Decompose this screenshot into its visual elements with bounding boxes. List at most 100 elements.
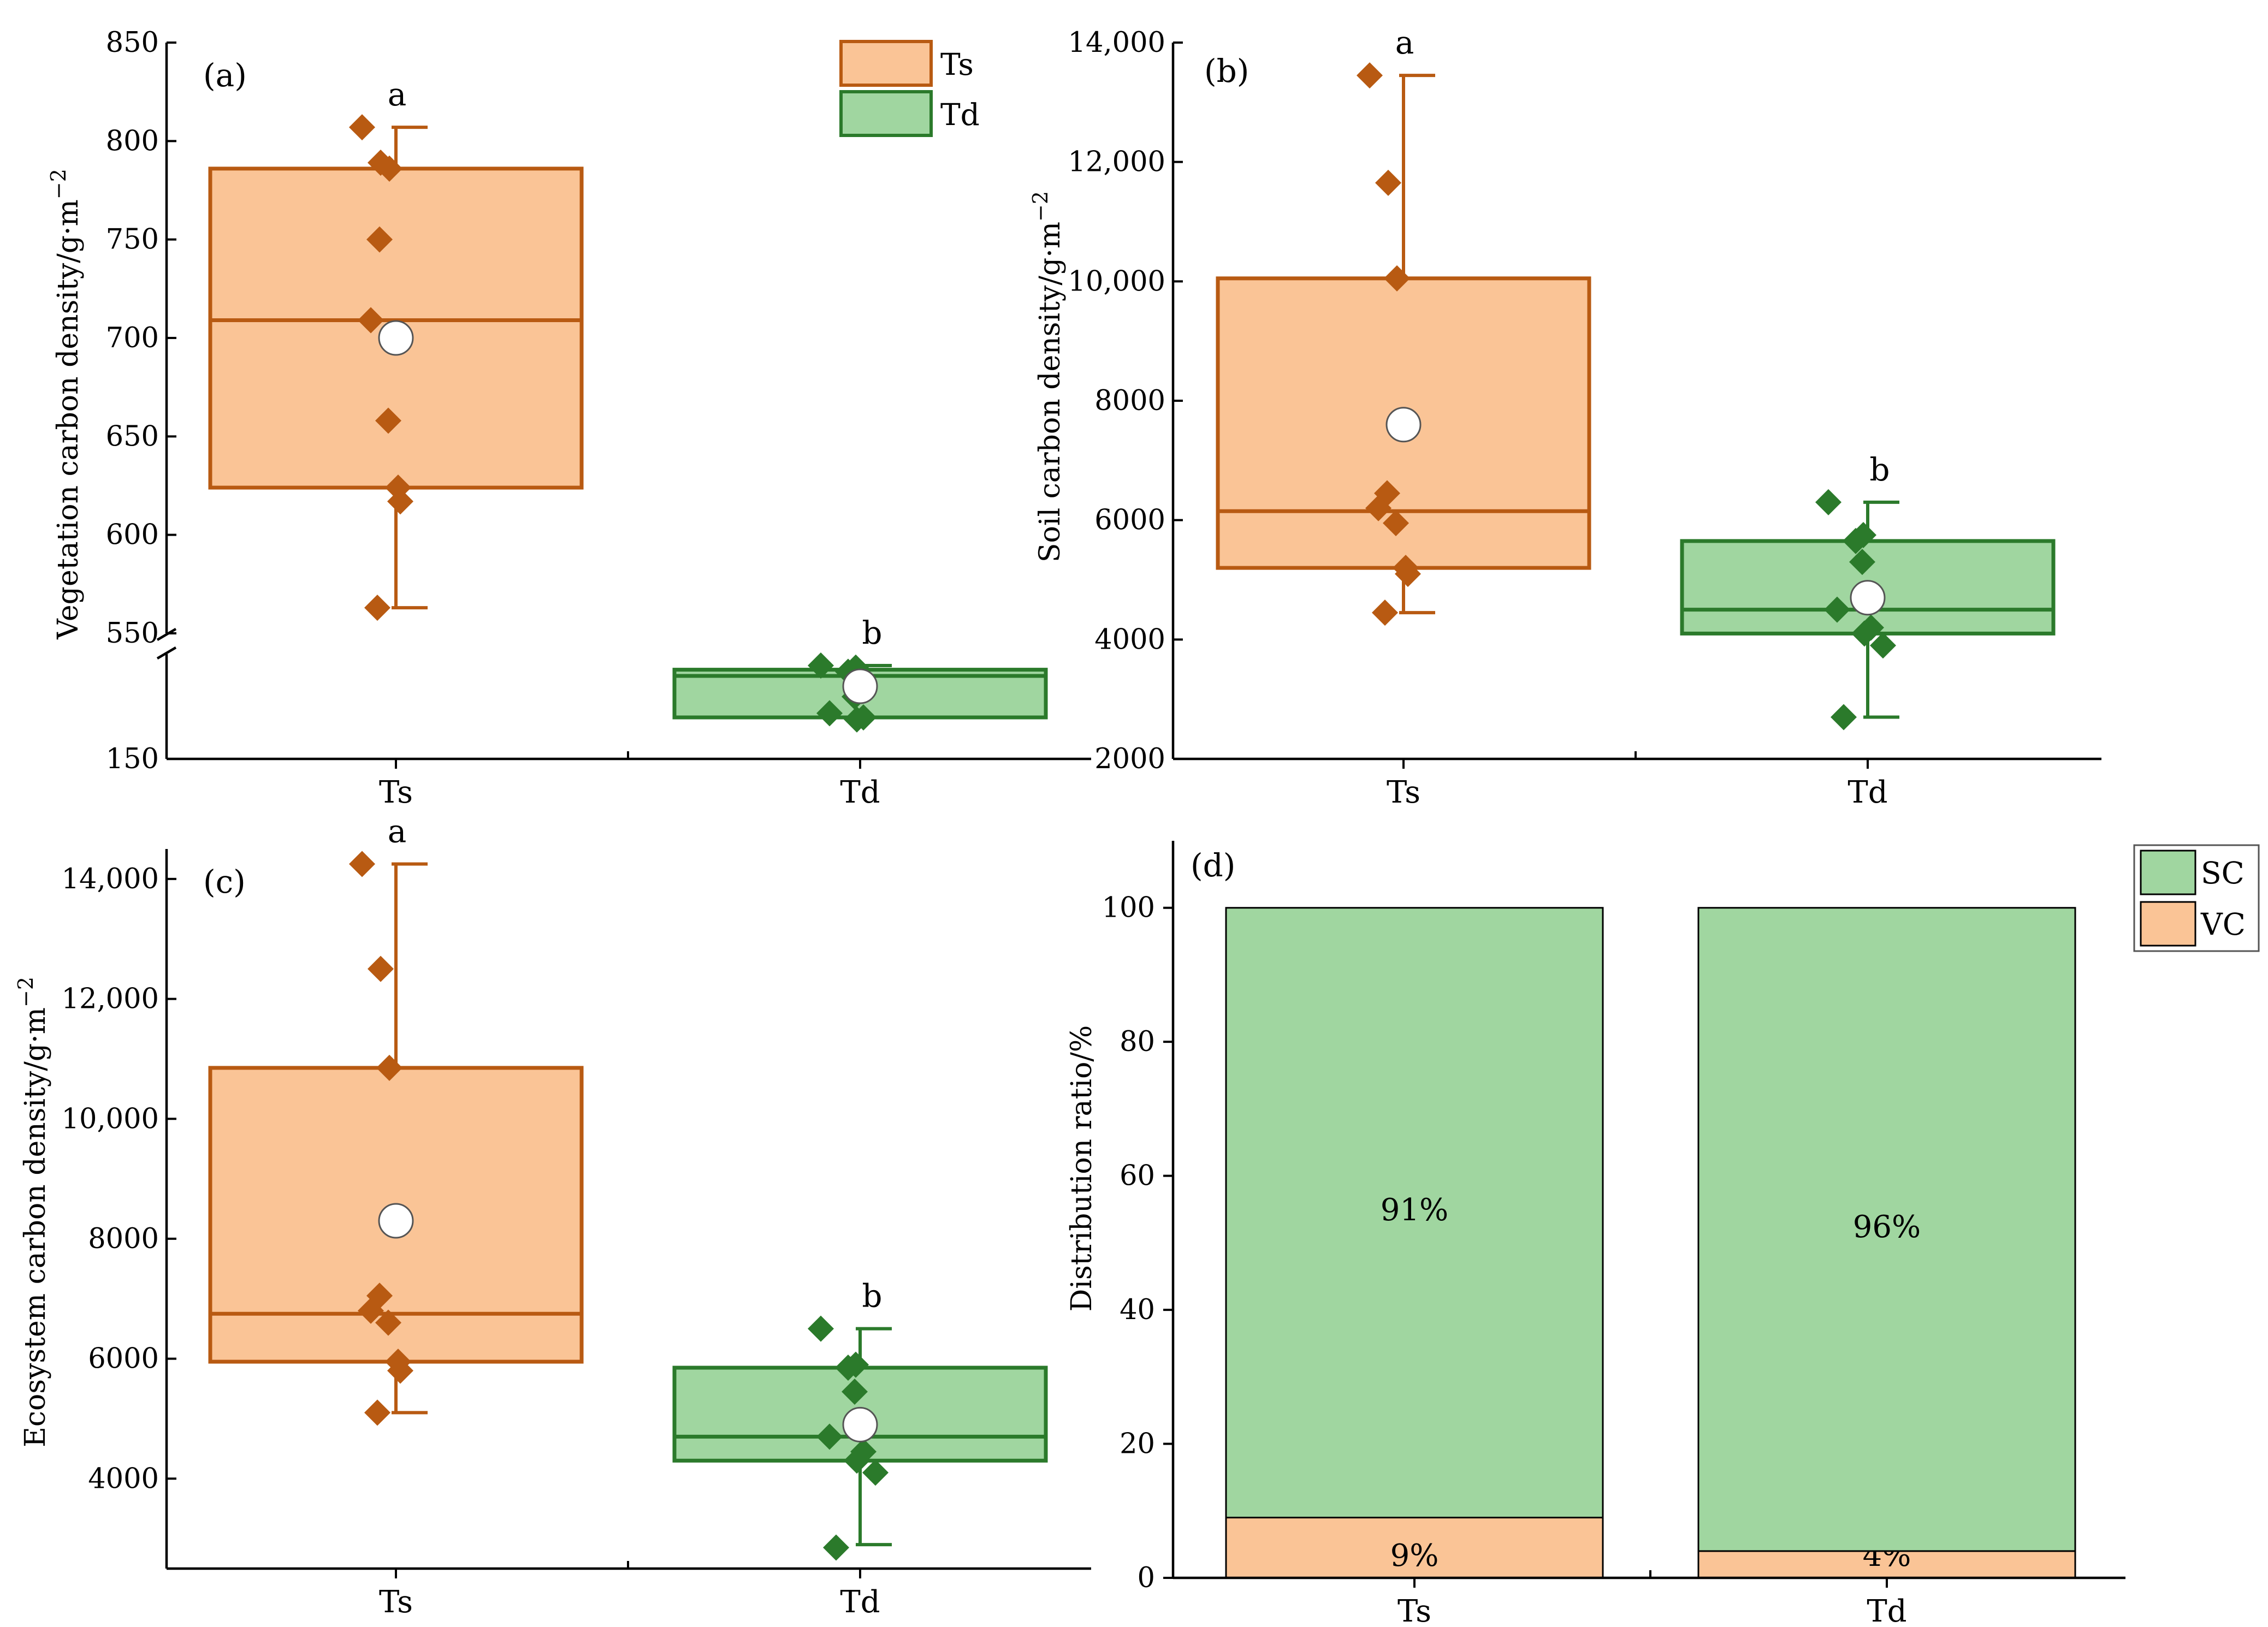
pa-td-data-point [808, 652, 834, 679]
panel-a-y-axis-title: Vegetation carbon density/g·m−2 [46, 169, 85, 640]
pb-x-tick-label-ts: Ts [1387, 775, 1420, 810]
pd-bar-label-td-sc: 96% [1853, 1209, 1921, 1245]
pb-y-tick-label: 4000 [1094, 624, 1165, 656]
pc-ts-data-point [387, 1357, 413, 1384]
pc-td-data-point [844, 1447, 870, 1474]
legend-sc-swatch [2140, 850, 2196, 895]
pa-ts-data-point [366, 226, 393, 253]
panel-c-y-axis-title-sup: −2 [14, 977, 38, 1007]
pc-y-tick-label: 12,000 [62, 983, 159, 1016]
pa-ts-data-point [376, 155, 402, 182]
pa-x-tick-label-ts: Ts [379, 775, 413, 810]
pa-box-ts: a [208, 76, 584, 621]
pa-ts-data-point [358, 307, 384, 334]
pb-ts-data-point [1375, 169, 1401, 196]
legend-ts-label: Ts [940, 47, 974, 82]
pc-ts-data-point [376, 1054, 402, 1081]
pa-ts-data-point [387, 488, 413, 515]
panel-b-y-ticks: 2000 4000 6000 8000 10,000 12,000 14,000 [1068, 27, 1183, 775]
panel-d-x-ticks: Ts Td [1397, 1570, 1907, 1627]
pa-ts-data-point [375, 407, 401, 434]
pb-td-data-point [1831, 704, 1857, 731]
pa-td-data-point [844, 706, 870, 733]
pd-y-tick-label: 100 [1102, 892, 1155, 924]
pb-td-mean-marker [1850, 580, 1886, 616]
panel-a-plot-area: ab [208, 76, 1048, 733]
pb-y-tick-label: 8000 [1094, 385, 1165, 417]
pc-td-data-point [816, 1423, 843, 1450]
panel-b-x-ticks: Ts Td [1387, 751, 1888, 810]
pb-y-tick-label: 14,000 [1068, 27, 1165, 59]
pb-ts-data-point [1365, 495, 1391, 521]
pa-y-tick-label: 800 [106, 125, 159, 157]
pa-y-tick-label: 750 [106, 224, 159, 256]
panel-c-y-ticks: 4000 6000 8000 10,000 12,000 14,000 [62, 863, 176, 1495]
pc-ts-data-point [368, 955, 394, 982]
pd-y-tick-label: 40 [1120, 1294, 1155, 1326]
panel-c-y-axis-title: Ecosystem carbon density/g·m−2 [14, 977, 52, 1447]
pd-x-tick-label-ts: Ts [1397, 1594, 1431, 1624]
pc-ts-significance-letter: a [388, 812, 407, 850]
pd-bar-ts-vc [1225, 1517, 1604, 1579]
pb-ts-data-point [1372, 599, 1398, 626]
pa-x-tick-label-td: Td [840, 775, 880, 810]
panel-c-x-ticks: Ts Td [379, 1561, 880, 1620]
panel-b-y-axis-title: Soil carbon density/g·m−2 [1028, 191, 1067, 562]
pc-y-tick-label: 14,000 [62, 863, 159, 895]
legend-td-swatch [839, 90, 933, 137]
pb-td-data-point [1849, 549, 1875, 575]
pc-y-tick-label: 4000 [88, 1463, 159, 1495]
pc-y-tick-label: 6000 [88, 1343, 159, 1375]
pb-td-data-point [1870, 632, 1896, 659]
pb-y-tick-label: 6000 [1094, 504, 1165, 537]
pc-ts-data-point [349, 851, 375, 877]
pd-bar-td-sc [1697, 907, 2076, 1552]
pc-td-data-point [842, 1378, 868, 1405]
pa-y-tick-label: 600 [106, 519, 159, 551]
legend-vc-label: VC [2200, 907, 2246, 942]
panel-c-y-axis-title-main: Ecosystem carbon density/g·m [19, 1007, 52, 1447]
pc-y-tick-label: 10,000 [62, 1103, 159, 1135]
pa-y-tick-label: 550 [106, 617, 159, 650]
pb-ts-data-point [1384, 265, 1410, 292]
pa-td-mean-marker [842, 668, 878, 704]
panel-b-plot-area: ab [1216, 24, 2056, 731]
pa-ts-data-point [364, 595, 390, 621]
pd-bar-label-ts-sc: 91% [1381, 1192, 1448, 1228]
panel-a-x-ticks: Ts Td [379, 751, 880, 810]
pc-box-td: b [672, 1278, 1048, 1561]
legend-td-label: Td [940, 97, 980, 132]
legend-ts-swatch [839, 40, 933, 87]
panel-c-label: (c) [203, 863, 246, 900]
pc-ts-data-point [375, 1309, 401, 1336]
pc-x-tick-label-td: Td [840, 1584, 880, 1620]
panel-a-y-ticks: 150 550 600 650 700 750 800 850 [106, 27, 176, 775]
pb-ts-mean-marker [1385, 407, 1422, 443]
pc-ts-data-point [358, 1297, 384, 1324]
panel-d-y-ticks: 0 20 40 60 80 100 [1102, 892, 1173, 1594]
pa-box-td: b [672, 614, 1048, 733]
panel-d-legend: SC VC [2133, 844, 2260, 952]
pc-ts-mean-marker [378, 1203, 414, 1239]
pb-box-ts: a [1216, 24, 1591, 626]
legend-vc-swatch [2140, 901, 2196, 947]
panel-a-legend: Ts Td [839, 40, 980, 137]
pc-td-data-point [823, 1534, 849, 1561]
pd-y-tick-label: 20 [1120, 1428, 1155, 1460]
legend-sc-label: SC [2201, 856, 2245, 890]
pc-td-mean-marker [842, 1406, 878, 1442]
pc-td-significance-letter: b [862, 1278, 882, 1315]
pa-y-tick-label: 650 [106, 420, 159, 453]
pb-y-tick-label: 2000 [1094, 743, 1165, 775]
pc-y-tick-label: 8000 [88, 1223, 159, 1255]
pb-ts-significance-letter: a [1395, 24, 1414, 61]
pb-x-tick-label-td: Td [1847, 775, 1887, 810]
panel-b-y-axis-title-main: Soil carbon density/g·m [1034, 222, 1067, 562]
pa-y-tick-label: 150 [106, 743, 159, 775]
pc-td-data-point [862, 1459, 889, 1486]
pb-td-data-point [1815, 489, 1841, 515]
pb-ts-data-point [1383, 510, 1409, 537]
